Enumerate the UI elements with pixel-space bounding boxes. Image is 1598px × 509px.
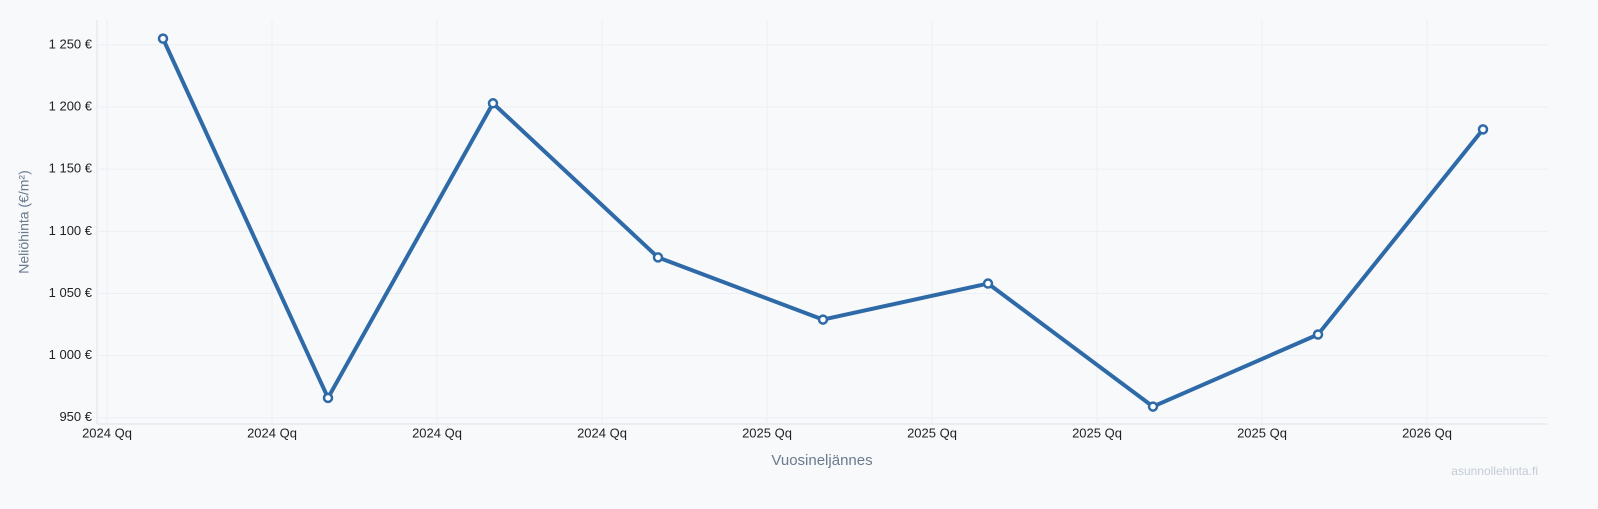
watermark: asunnollehinta.fi xyxy=(1451,464,1538,478)
point xyxy=(652,252,664,263)
y-tick-label: 1 100 € xyxy=(49,223,93,238)
x-tick-label: 2025 Qq xyxy=(907,425,957,440)
x-tick-label: 2024 Qq xyxy=(412,425,462,440)
point xyxy=(982,278,994,289)
x-tick-label: 2024 Qq xyxy=(247,425,297,440)
x-tick-label: 2025 Qq xyxy=(742,425,792,440)
point xyxy=(487,98,499,109)
point xyxy=(1477,124,1489,135)
x-tick-label: 2025 Qq xyxy=(1237,425,1287,440)
y-tick-label: 1 250 € xyxy=(49,36,93,51)
point xyxy=(817,314,829,325)
y-tick-label: 950 € xyxy=(59,409,92,424)
y-tick-label: 1 200 € xyxy=(49,98,93,113)
y-tick-label: 1 050 € xyxy=(49,285,93,300)
x-tick-label: 2025 Qq xyxy=(1072,425,1122,440)
point xyxy=(1312,329,1324,340)
x-tick-label: 2024 Qq xyxy=(82,425,132,440)
y-tick-label: 1 000 € xyxy=(49,347,93,362)
x-tick-label: 2024 Qq xyxy=(577,425,627,440)
point xyxy=(157,33,169,44)
y-tick-label: 1 150 € xyxy=(49,161,93,176)
y-axis-title: Neliöhinta (€/m²) xyxy=(16,170,32,273)
point xyxy=(1147,401,1159,412)
x-tick-label: 2026 Qq xyxy=(1402,425,1452,440)
point xyxy=(322,392,334,404)
x-axis-title: Vuosineljännes xyxy=(771,452,872,469)
